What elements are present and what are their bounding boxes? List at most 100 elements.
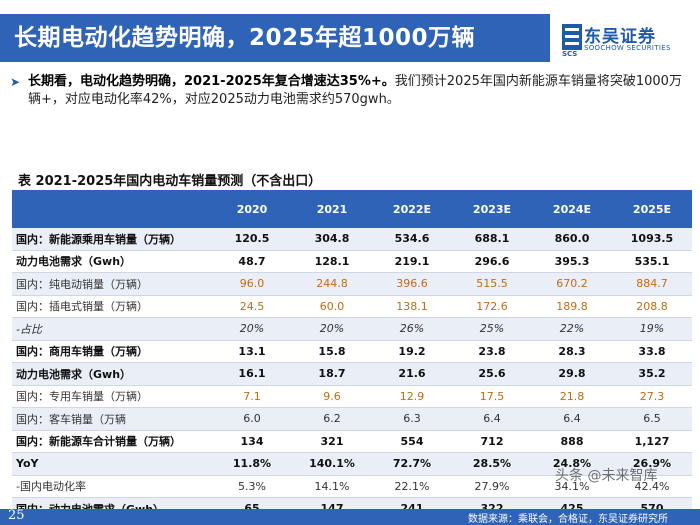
row-value: 72.7% [372, 452, 452, 476]
row-value: 28.3 [532, 340, 612, 363]
row-value: 26.9% [612, 452, 692, 476]
row-value: 96.0 [212, 272, 292, 296]
row-value: 9.6 [292, 385, 372, 408]
logo-mark-icon [562, 24, 582, 50]
table-row: 动力电池需求（Gwh） 48.7 128.1 219.1 296.6 395.3 535.1 [12, 250, 692, 273]
table-row: 动力电池需求（Gwh） 16.1 18.7 21.6 25.6 29.8 35.2 [12, 362, 692, 386]
row-value: 888 [532, 430, 612, 453]
table-row: 国内：新能源车合计销量（万辆） 134 321 554 712 888 1,127 [12, 430, 692, 453]
row-value: 13.1 [212, 340, 292, 363]
row-value: 670.2 [532, 272, 612, 296]
row-value: 189.8 [532, 295, 612, 318]
bullet-arrow-icon: ➤ [10, 75, 21, 89]
row-value: 19.2 [372, 340, 452, 363]
row-label: 国内：插电式销量（万辆） [12, 295, 212, 318]
logo-english-name: SOOCHOW SECURITIES [584, 44, 671, 52]
row-label: 国内：纯电动销量（万辆） [12, 272, 212, 296]
row-value: 14.1% [292, 475, 372, 498]
row-value: 20% [212, 317, 292, 341]
row-value: 884.7 [612, 272, 692, 296]
header-year-cell: 2023E [452, 190, 532, 228]
row-value: 25.6 [452, 362, 532, 386]
row-label: -占比 [12, 317, 212, 341]
row-label: -国内电动化率 [12, 475, 212, 498]
row-label: 国内：新能源车合计销量（万辆） [12, 430, 212, 453]
table-title: 表 2021-2025年国内电动车销量预测（不含出口） [18, 174, 322, 189]
row-value: 304.8 [292, 228, 372, 251]
header-year-cell: 2022E [372, 190, 452, 228]
row-value: 688.1 [452, 228, 532, 251]
row-value: 6.3 [372, 407, 452, 431]
header-year-cell: 2020 [212, 190, 292, 228]
row-value: 34.1% [532, 475, 612, 498]
row-value: 296.6 [452, 250, 532, 273]
row-value: 22% [532, 317, 612, 341]
table-row: 国内：纯电动销量（万辆） 96.0 244.8 396.6 515.5 670.2 884.… [12, 272, 692, 296]
row-value: 17.5 [452, 385, 532, 408]
footer-bar [0, 509, 700, 525]
row-value: 48.7 [212, 250, 292, 273]
row-label: 国内：商用车销量（万辆） [12, 340, 212, 363]
row-value: 172.6 [452, 295, 532, 318]
key-point-text: 我们预计2025年国内新能源车销量将突破1000万辆+，对应电动化率42%，对应… [28, 74, 682, 107]
table-row: 国内：商用车销量（万辆） 13.1 15.8 19.2 23.8 28.3 33.8 [12, 340, 692, 363]
row-label: 国内：新能源乘用车销量（万辆） [12, 228, 212, 251]
row-value: 22.1% [372, 475, 452, 498]
row-value: 534.6 [372, 228, 452, 251]
row-value: 19% [612, 317, 692, 341]
watermark: 头条 @未来智库 [555, 468, 658, 484]
row-value: 396.6 [372, 272, 452, 296]
row-label: YoY [12, 452, 212, 476]
logo-chinese-name: 东吴证券 [584, 27, 656, 47]
row-value: 12.9 [372, 385, 452, 408]
row-value: 16.1 [212, 362, 292, 386]
row-value: 20% [292, 317, 372, 341]
header-year-cell: 2021 [292, 190, 372, 228]
data-source: 数据来源：乘联会，合格证，东吴证券研究所 [468, 514, 668, 525]
row-value: 18.7 [292, 362, 372, 386]
row-value: 134 [212, 430, 292, 453]
table-row: 国内：新能源乘用车销量（万辆） 120.5 304.8 534.6 688.1 860.0… [12, 228, 692, 251]
page-title: 长期电动化趋势明确，2025年超1000万辆 [0, 14, 550, 62]
row-value: 6.4 [452, 407, 532, 431]
table-row: 国内：客车销量（万辆 6.0 6.2 6.3 6.4 6.4 6.5 [12, 407, 692, 431]
row-label: 国内：客车销量（万辆 [12, 407, 212, 431]
row-value: 208.8 [612, 295, 692, 318]
table-row: -国内电动化率 5.3% 14.1% 22.1% 27.9% 34.1% 42.4% [12, 475, 692, 498]
header-label-cell [12, 190, 212, 228]
row-value: 21.8 [532, 385, 612, 408]
table-row: -占比 20% 20% 26% 25% 22% 19% [12, 317, 692, 341]
page-number: 25 [8, 508, 25, 523]
row-value: 138.1 [372, 295, 452, 318]
row-value: 26% [372, 317, 452, 341]
row-value: 29.8 [532, 362, 612, 386]
company-logo: 东吴证券 SOOCHOW SECURITIES SCS [562, 20, 692, 60]
table-row: 国内：插电式销量（万辆） 24.5 60.0 138.1 172.6 189.8 208.8 [12, 295, 692, 318]
row-value: 140.1% [292, 452, 372, 476]
row-value: 6.4 [532, 407, 612, 431]
table-row: YoY 11.8% 140.1% 72.7% 28.5% 24.8% 26.9% [12, 452, 692, 476]
row-value: 24.8% [532, 452, 612, 476]
row-value: 15.8 [292, 340, 372, 363]
row-value: 6.2 [292, 407, 372, 431]
table-header-row: 2020 2021 2022E 2023E 2024E 2025E [12, 190, 692, 228]
row-value: 33.8 [612, 340, 692, 363]
row-value: 515.5 [452, 272, 532, 296]
row-value: 535.1 [612, 250, 692, 273]
key-point: ➤ 长期看，电动化趋势明确，2021-2025年复合增速达35%+。我们预计20… [10, 73, 690, 109]
logo-abbr: SCS [562, 50, 578, 58]
row-value: 7.1 [212, 385, 292, 408]
row-label: 动力电池需求（Gwh） [12, 362, 212, 386]
row-value: 120.5 [212, 228, 292, 251]
row-value: 11.8% [212, 452, 292, 476]
header-year-cell: 2025E [612, 190, 692, 228]
row-value: 5.3% [212, 475, 292, 498]
row-value: 128.1 [292, 250, 372, 273]
row-value: 27.3 [612, 385, 692, 408]
row-value: 25% [452, 317, 532, 341]
row-value: 1,127 [612, 430, 692, 453]
header-year-cell: 2024E [532, 190, 612, 228]
row-value: 395.3 [532, 250, 612, 273]
key-point-bold: 长期看，电动化趋势明确，2021-2025年复合增速达35%+。 [28, 74, 395, 89]
row-label: 国内：专用车销量（万辆） [12, 385, 212, 408]
